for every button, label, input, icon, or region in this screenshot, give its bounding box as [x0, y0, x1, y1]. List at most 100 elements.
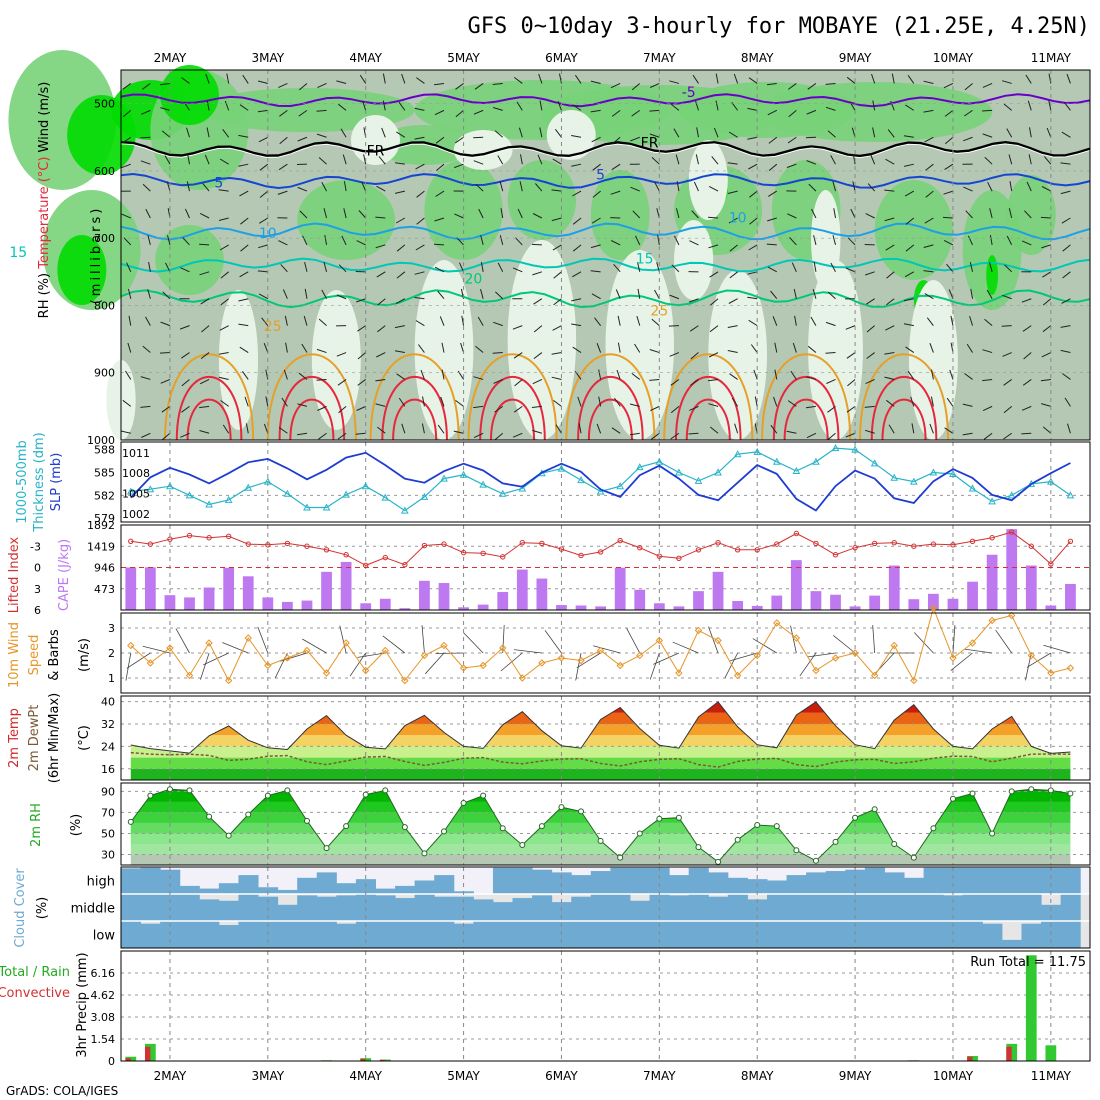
wind-barb — [944, 136, 954, 145]
wind-barb — [512, 267, 523, 273]
wind-barb — [455, 83, 464, 90]
wind-barb — [942, 216, 953, 219]
wind-barb — [748, 77, 758, 84]
rh-point — [636, 830, 643, 837]
wind-barb — [219, 158, 229, 165]
cloud-bar — [336, 883, 357, 894]
cloud-bar — [708, 872, 729, 894]
warm-contour — [674, 375, 742, 441]
wind-barb — [518, 127, 523, 138]
wind-barb — [454, 163, 464, 169]
wind-barb — [929, 343, 934, 353]
wind-barb — [669, 80, 680, 84]
wind-barb — [224, 100, 230, 111]
warm-contour — [858, 353, 950, 441]
rh-point — [969, 790, 976, 797]
wind-barb — [670, 379, 680, 386]
wind-barb — [930, 396, 934, 407]
wind-barb — [727, 162, 738, 165]
cape-bar — [790, 560, 802, 610]
rh-point — [675, 814, 682, 821]
temp-tick: 32 — [101, 718, 115, 731]
wind-barb — [551, 189, 562, 192]
cloud-bar — [414, 880, 435, 894]
wind-barb — [1042, 271, 1052, 278]
thickness-point — [714, 468, 722, 476]
cloud-bar — [395, 885, 416, 894]
cloud-bar — [571, 896, 592, 921]
wind-barb — [533, 298, 543, 305]
cloud-bar — [806, 872, 827, 894]
wind-barb — [531, 243, 542, 246]
thickness-tick: 588 — [94, 444, 115, 457]
wind-barb — [578, 423, 582, 434]
rh-point — [303, 817, 310, 824]
wind-barb — [401, 423, 406, 434]
cloud-bar — [395, 898, 416, 921]
wind-speed-point — [342, 639, 350, 647]
isotherm-label: 15 — [636, 252, 654, 268]
wind-barb — [493, 107, 503, 111]
wind-barb — [512, 432, 523, 438]
wind-barb — [416, 217, 425, 225]
panel-frame — [120, 950, 1091, 1062]
cape-bar — [849, 606, 861, 610]
wind-barb — [923, 80, 934, 84]
wind-barb — [676, 208, 680, 219]
rh-shade — [590, 170, 650, 260]
wind-barb — [375, 378, 386, 382]
cape-bar — [614, 567, 626, 610]
wind-speed-point — [127, 641, 135, 650]
rh-point — [695, 844, 702, 851]
rh-dry-shade — [811, 190, 841, 290]
cloud-bar — [786, 894, 807, 921]
wind-barb — [691, 210, 699, 219]
wind-speed-point — [675, 669, 683, 677]
wind-barb — [833, 635, 856, 654]
wind-speed-point — [224, 676, 233, 685]
lifted-point — [617, 537, 623, 544]
cloud-bar — [884, 921, 905, 948]
wind-barb — [865, 271, 875, 276]
wind-barb — [339, 625, 347, 654]
wind-barb — [142, 183, 151, 192]
wind-barb — [148, 261, 151, 272]
wind-barb — [1061, 131, 1071, 138]
cloud-bar — [453, 923, 474, 948]
wind-barb — [675, 154, 680, 165]
thickness-point — [1007, 491, 1016, 499]
wind-barb — [179, 325, 190, 330]
upper-left-label: RH (%) Temperature (°C) Wind (m/s) — [37, 82, 52, 319]
wind-barb — [167, 235, 171, 246]
wind-barb — [204, 154, 210, 165]
wind-speed-point — [381, 646, 389, 655]
wind-barb — [885, 298, 895, 306]
wind-barb — [903, 163, 914, 167]
wind-barb — [355, 432, 366, 435]
warm-contour — [489, 398, 536, 441]
wind-barb — [357, 652, 386, 658]
wind-barb — [261, 317, 269, 326]
lifted-point — [695, 547, 702, 553]
wind-barb — [1003, 405, 1013, 414]
wind-barb — [747, 296, 758, 300]
wind-barb — [265, 396, 269, 407]
panel-label: 10m Wind — [7, 622, 22, 688]
wind-barb — [238, 323, 249, 327]
wind-barb — [127, 342, 132, 353]
wind-barb — [435, 190, 445, 197]
cloud-bar — [492, 921, 514, 948]
cloud-bar — [179, 885, 200, 894]
wind-barb — [218, 189, 229, 192]
wind-barb — [421, 423, 425, 434]
cloud-bar — [336, 923, 357, 948]
wind-speed-line — [130, 606, 1071, 682]
lifted-point — [852, 544, 858, 551]
lifted-index-line — [130, 531, 1071, 566]
wind-barb — [495, 291, 504, 300]
wind-barb — [414, 136, 425, 140]
cloud-bar — [414, 921, 435, 948]
wind-barb — [946, 397, 954, 407]
rh-band — [130, 789, 1071, 792]
wind-barb — [773, 396, 778, 407]
